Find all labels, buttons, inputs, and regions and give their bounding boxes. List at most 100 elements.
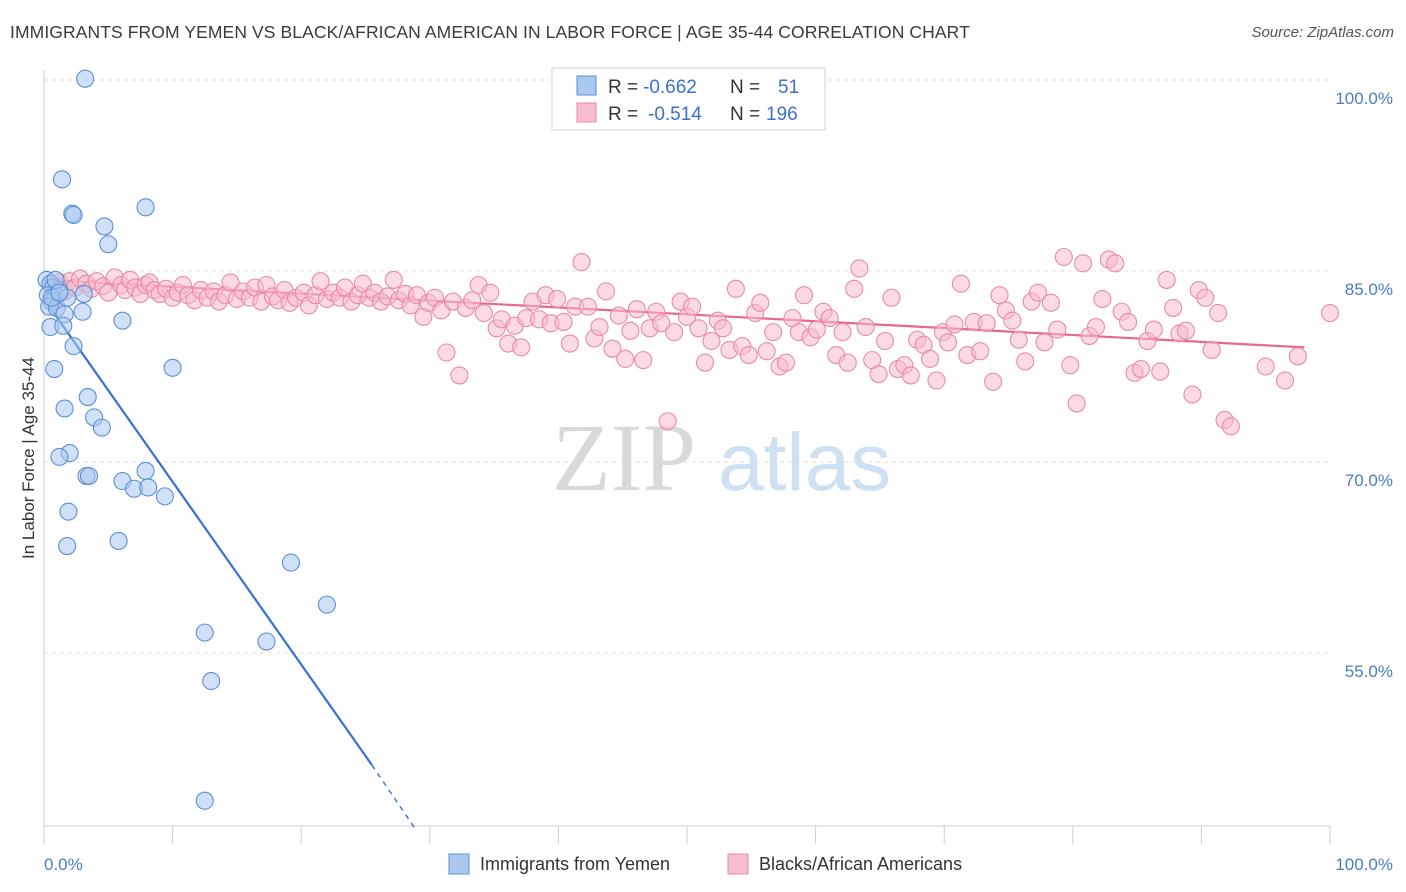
yemen-point-3 xyxy=(64,205,83,225)
black-american-point-167 xyxy=(1054,247,1073,267)
black-american-point-91 xyxy=(578,297,598,316)
yemen-point-1 xyxy=(52,170,72,189)
legend-swatch-pink xyxy=(576,102,597,123)
black-american-point-86 xyxy=(548,289,567,309)
black-american-point-182 xyxy=(1151,362,1170,381)
yemen-point-20 xyxy=(54,316,73,335)
yemen-point-26 xyxy=(55,399,74,418)
yemen-point-17 xyxy=(74,284,93,303)
black-american-point-121 xyxy=(764,323,783,342)
legend-n-label-blue: N = xyxy=(730,77,765,98)
black-american-point-32 xyxy=(221,273,240,292)
bottom-legend-label-pink: Blacks/African Americans xyxy=(759,854,962,874)
bottom-legend-label-blue: Immigrants from Yemen xyxy=(480,854,670,874)
black-american-point-75 xyxy=(481,283,500,302)
yemen-point-30 xyxy=(50,447,69,466)
yemen-trend-line xyxy=(43,298,373,766)
black-american-point-88 xyxy=(560,334,580,353)
black-american-point-143 xyxy=(901,366,920,385)
black-american-point-159 xyxy=(1003,311,1022,330)
bottom-legend: Immigrants from Yemen Blacks/African Ame… xyxy=(448,853,962,875)
black-american-point-134 xyxy=(845,279,864,298)
black-american-point-111 xyxy=(702,331,721,351)
black-american-point-68 xyxy=(437,343,456,362)
black-american-point-90 xyxy=(572,253,591,272)
series-blacks-african-americans xyxy=(45,247,1340,436)
black-american-point-97 xyxy=(616,349,635,368)
legend-n-value-pink: 196 xyxy=(766,104,798,125)
yemen-point-21 xyxy=(113,311,132,330)
black-american-point-175 xyxy=(1106,254,1125,273)
black-american-point-193 xyxy=(1221,417,1241,436)
black-american-point-93 xyxy=(590,317,609,337)
y-tick-label-0: 100.0% xyxy=(1335,89,1393,108)
black-american-point-123 xyxy=(776,353,796,372)
legend-n-label-pink: N = xyxy=(730,104,765,125)
y-axis-label: In Labor Force | Age 35-44 xyxy=(19,357,38,559)
black-american-point-139 xyxy=(875,331,895,351)
x-tick-label-1: 100.0% xyxy=(1335,855,1393,874)
black-american-point-161 xyxy=(1016,352,1035,371)
legend-swatch-blue xyxy=(576,75,597,96)
watermark: ZIP atlas xyxy=(552,404,891,511)
black-american-point-163 xyxy=(1029,283,1048,302)
yemen-point-23 xyxy=(45,359,64,379)
yemen-point-22 xyxy=(64,337,83,356)
black-american-point-168 xyxy=(1061,356,1080,375)
yemen-point-43 xyxy=(195,623,214,642)
black-american-point-189 xyxy=(1196,288,1215,307)
bottom-legend-swatch-blue xyxy=(448,853,470,875)
black-american-point-156 xyxy=(984,372,1003,391)
yemen-point-39 xyxy=(109,531,128,550)
yemen-point-38 xyxy=(59,502,78,521)
black-american-point-104 xyxy=(658,412,677,431)
black-american-point-100 xyxy=(634,351,653,370)
yemen-point-33 xyxy=(136,461,155,480)
black-american-point-147 xyxy=(927,371,946,390)
black-american-point-98 xyxy=(621,321,640,340)
black-american-point-177 xyxy=(1119,312,1138,331)
series-immigrants-from-yemen xyxy=(37,69,336,810)
black-american-point-115 xyxy=(726,279,745,298)
black-american-point-191 xyxy=(1209,303,1228,323)
yemen-point-37 xyxy=(155,487,174,506)
black-american-point-150 xyxy=(945,315,964,334)
black-american-point-95 xyxy=(603,339,622,358)
legend-r-label-blue: R = xyxy=(608,77,643,98)
black-american-point-94 xyxy=(596,282,616,301)
black-american-point-119 xyxy=(751,293,770,312)
black-american-point-47 xyxy=(311,272,330,291)
yemen-point-6 xyxy=(99,235,118,254)
yemen-point-4 xyxy=(136,198,155,217)
yemen-point-5 xyxy=(95,217,114,236)
legend-box: R = -0.662 N = 51 R = -0.514 N = 196 xyxy=(551,67,826,131)
yemen-point-45 xyxy=(202,671,221,691)
black-american-point-169 xyxy=(1067,394,1086,413)
black-american-point-128 xyxy=(807,320,826,339)
black-american-point-183 xyxy=(1157,270,1176,289)
yemen-point-28 xyxy=(92,418,111,437)
yemen-point-24 xyxy=(163,358,182,377)
chart-source: Source: ZipAtlas.com xyxy=(1251,24,1394,41)
black-american-point-197 xyxy=(1320,303,1340,323)
black-american-point-103 xyxy=(652,314,671,333)
yemen-point-40 xyxy=(58,536,77,556)
black-american-point-135 xyxy=(850,259,869,278)
y-tick-label-2: 70.0% xyxy=(1345,471,1393,490)
trend-lines xyxy=(43,278,1305,832)
yemen-point-0 xyxy=(76,69,95,88)
black-american-point-136 xyxy=(856,317,875,337)
black-american-point-99 xyxy=(627,300,646,319)
y-tick-labels: 100.0% 85.0% 70.0% 55.0% xyxy=(1335,89,1393,681)
yemen-point-41 xyxy=(281,553,300,572)
black-american-point-117 xyxy=(739,345,758,365)
legend-n-value-blue: 51 xyxy=(778,77,799,98)
yemen-point-46 xyxy=(195,791,214,810)
yemen-trend-line-extension xyxy=(371,764,418,832)
black-american-point-105 xyxy=(665,323,684,342)
yemen-point-25 xyxy=(78,388,97,407)
black-american-point-164 xyxy=(1035,333,1054,352)
y-tick-label-3: 55.0% xyxy=(1345,662,1393,681)
yemen-point-36 xyxy=(139,478,158,497)
